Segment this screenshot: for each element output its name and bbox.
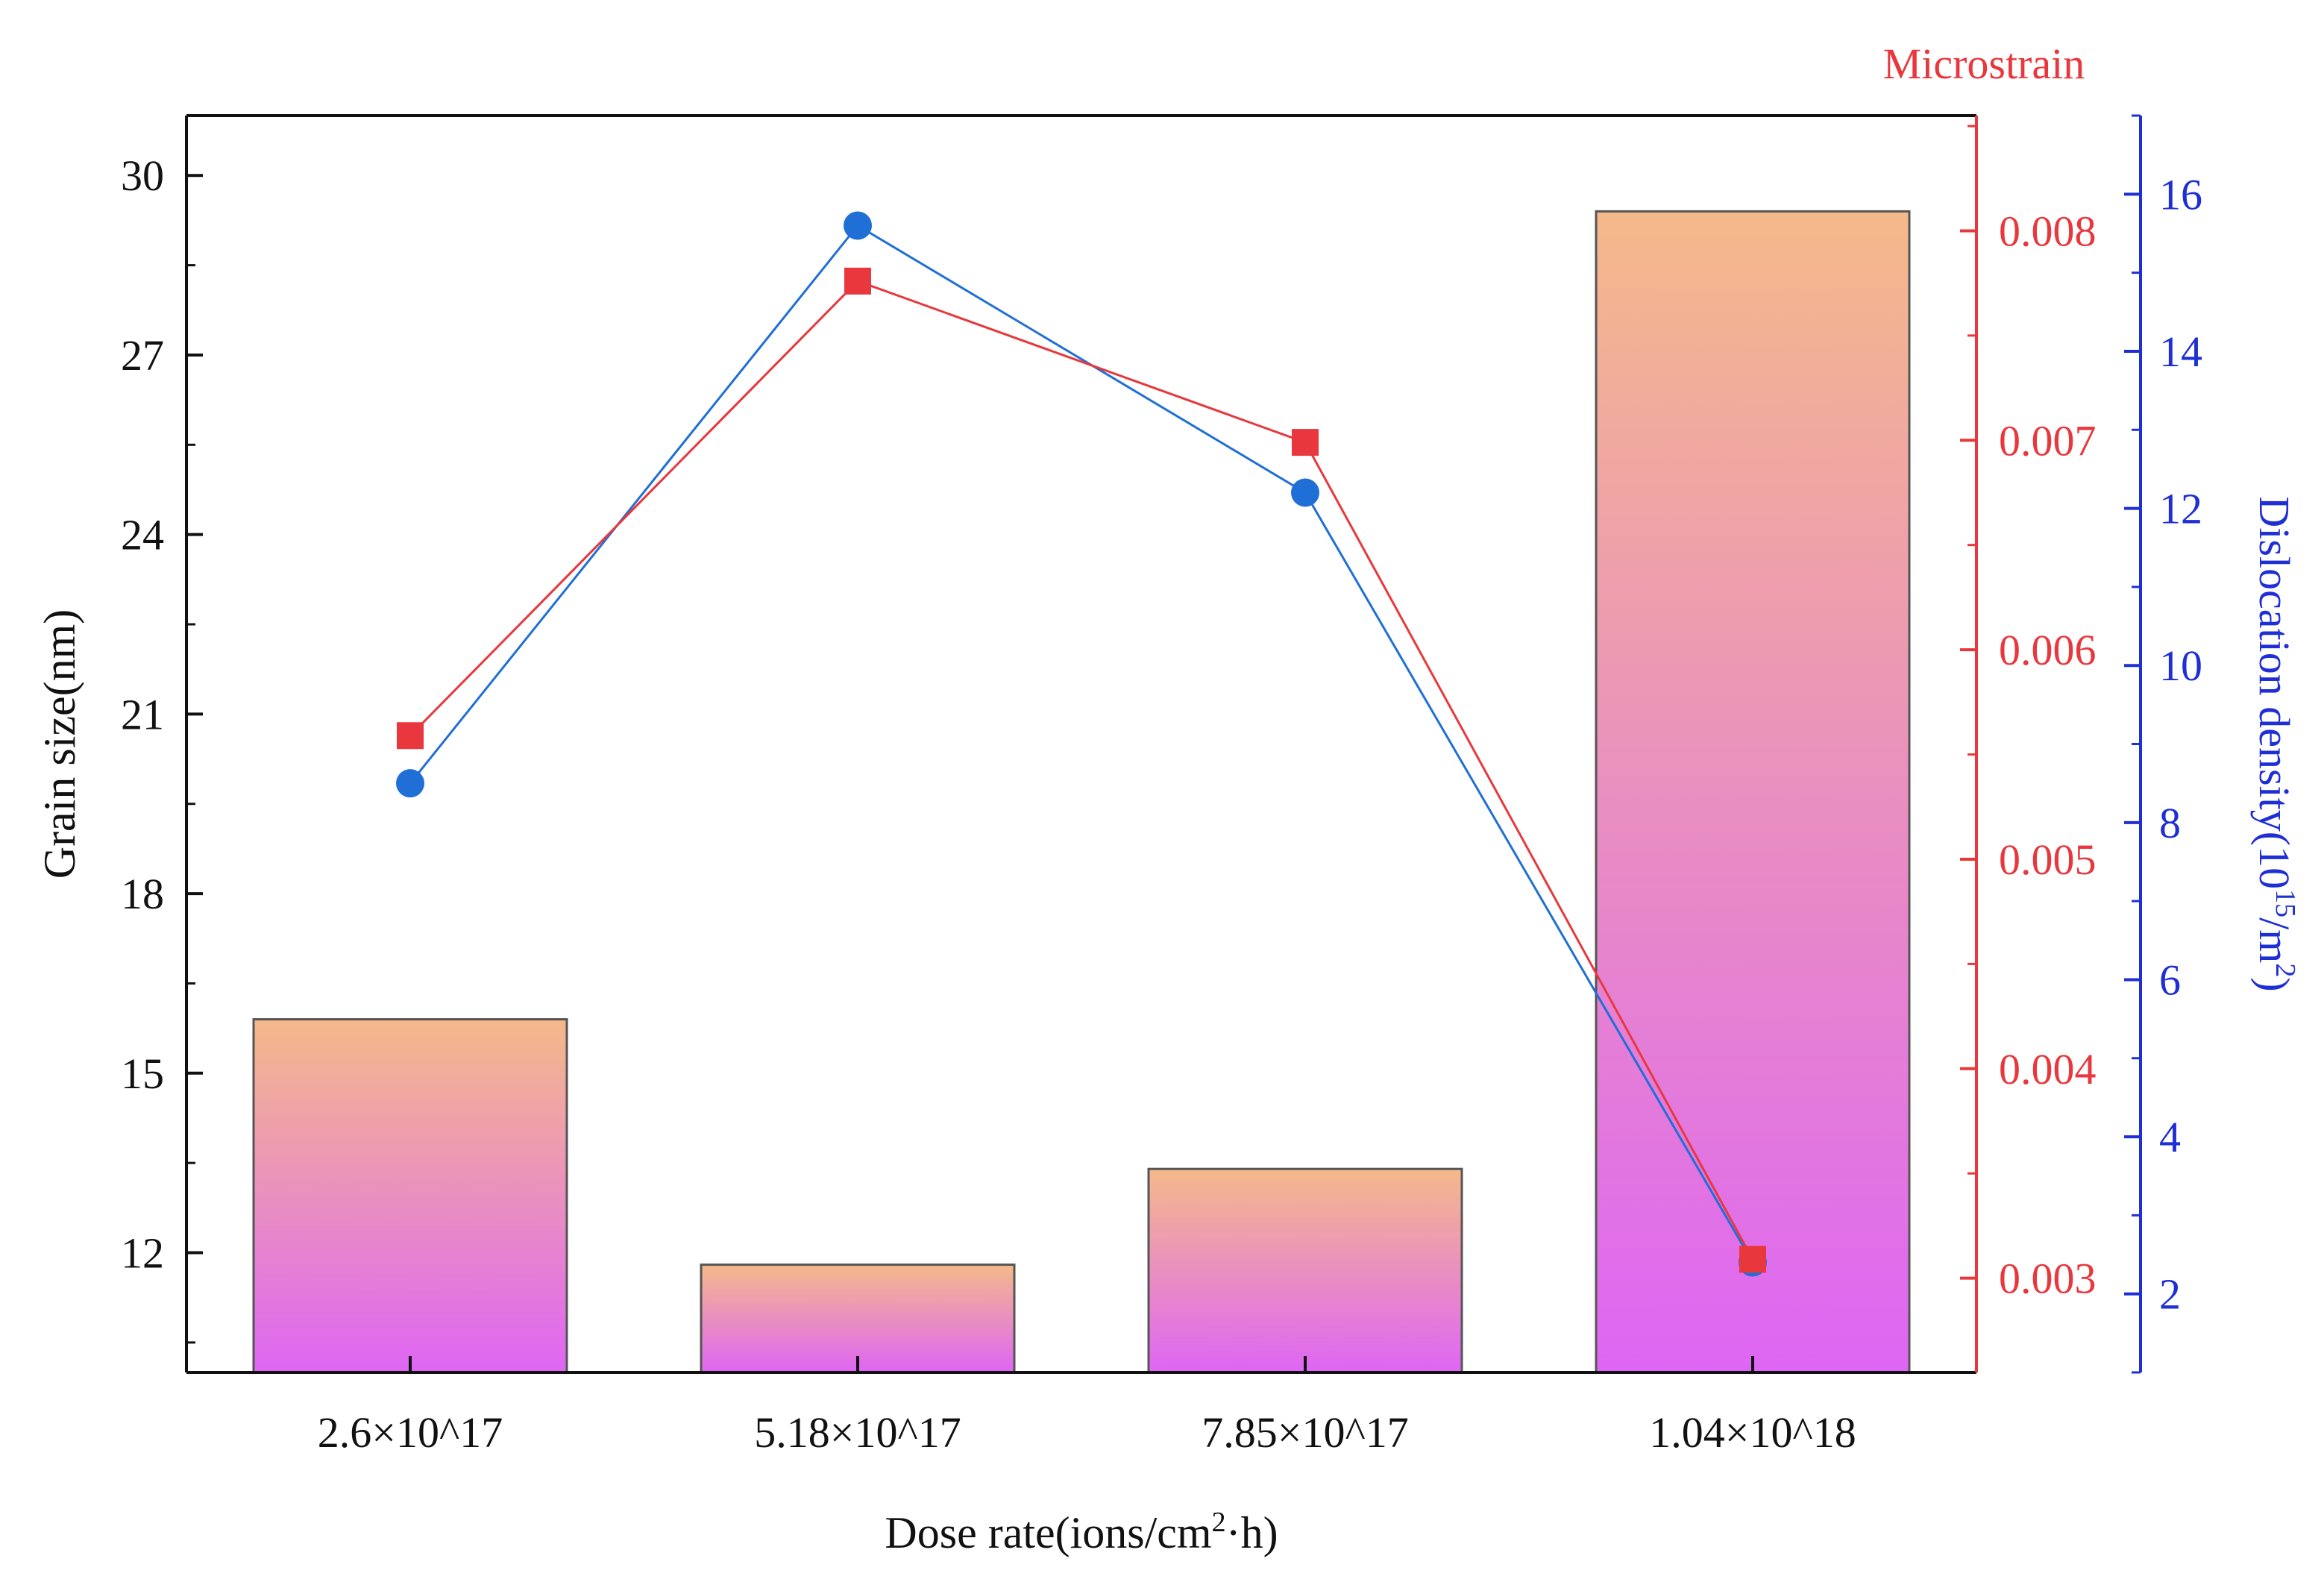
dislocation-title-part: 2	[2270, 963, 2301, 977]
x-title-part: 2	[1212, 1507, 1226, 1538]
bar-grain-size	[252, 1018, 568, 1374]
dislocation-title-part: 15	[2270, 889, 2301, 917]
left-tick-label: 24	[121, 511, 164, 559]
x-tick-label: 7.85×10^17	[1202, 1408, 1408, 1457]
microstrain-tick-label: 0.005	[1999, 835, 2097, 884]
dislocation-marker	[396, 769, 424, 798]
microstrain-tick-label: 0.003	[1999, 1255, 2097, 1303]
dislocation-tick-label: 4	[2159, 1113, 2181, 1161]
dislocation-axis-title: Dislocation density(1015/m2)	[2250, 496, 2301, 991]
left-tick-label: 15	[121, 1049, 164, 1098]
x-axis-title: Dose rate(ions/cm2·h)	[885, 1507, 1278, 1557]
dislocation-tick-label: 14	[2159, 327, 2202, 376]
x-tick-label: 1.04×10^18	[1649, 1408, 1856, 1457]
microstrain-marker	[1292, 429, 1319, 456]
dislocation-tick-label: 16	[2159, 170, 2202, 219]
left-axis-title: Grain size(nm)	[35, 609, 84, 879]
left-tick-label: 21	[121, 690, 164, 738]
bars-layer	[252, 210, 1911, 1374]
dislocation-tick-label: 8	[2159, 799, 2181, 847]
dislocation-marker	[844, 211, 872, 240]
axes-layer	[185, 114, 2142, 1374]
microstrain-tick-label: 0.008	[1999, 207, 2097, 255]
microstrain-line	[409, 280, 1754, 1261]
x-tick-label: 5.18×10^17	[754, 1408, 961, 1457]
dislocation-tick-label: 12	[2159, 485, 2202, 533]
dislocation-title-part: /m	[2250, 917, 2299, 963]
dislocation-line	[409, 224, 1754, 1264]
left-tick-label: 27	[121, 331, 164, 380]
left-tick-label: 12	[121, 1229, 164, 1278]
microstrain-marker	[844, 267, 871, 295]
left-tick-label: 30	[121, 151, 164, 200]
x-title-part: ·h)	[1226, 1508, 1278, 1557]
microstrain-marker	[397, 722, 424, 750]
dislocation-title-part: )	[2250, 977, 2299, 991]
dislocation-title-part: Dislocation density(10	[2250, 496, 2299, 889]
dislocation-tick-label: 10	[2159, 641, 2202, 690]
x-tick-label: 2.6×10^17	[318, 1408, 503, 1457]
dislocation-tick-label: 2	[2159, 1270, 2181, 1319]
bar-grain-size	[1595, 210, 1911, 1374]
dislocation-marker	[1291, 478, 1319, 507]
microstrain-tick-label: 0.004	[1999, 1045, 2097, 1093]
bar-grain-size	[700, 1264, 1016, 1374]
microstrain-tick-label: 0.006	[1999, 626, 2097, 674]
microstrain-marker	[1739, 1246, 1766, 1273]
x-title-part: Dose rate(ions/cm	[885, 1508, 1211, 1557]
microstrain-axis-title: Microstrain	[1883, 40, 2085, 88]
lines-layer	[396, 211, 1767, 1277]
dislocation-tick-label: 6	[2159, 955, 2181, 1004]
microstrain-tick-label: 0.007	[1999, 416, 2097, 465]
left-tick-label: 18	[121, 870, 164, 918]
bar-grain-size	[1147, 1167, 1463, 1374]
